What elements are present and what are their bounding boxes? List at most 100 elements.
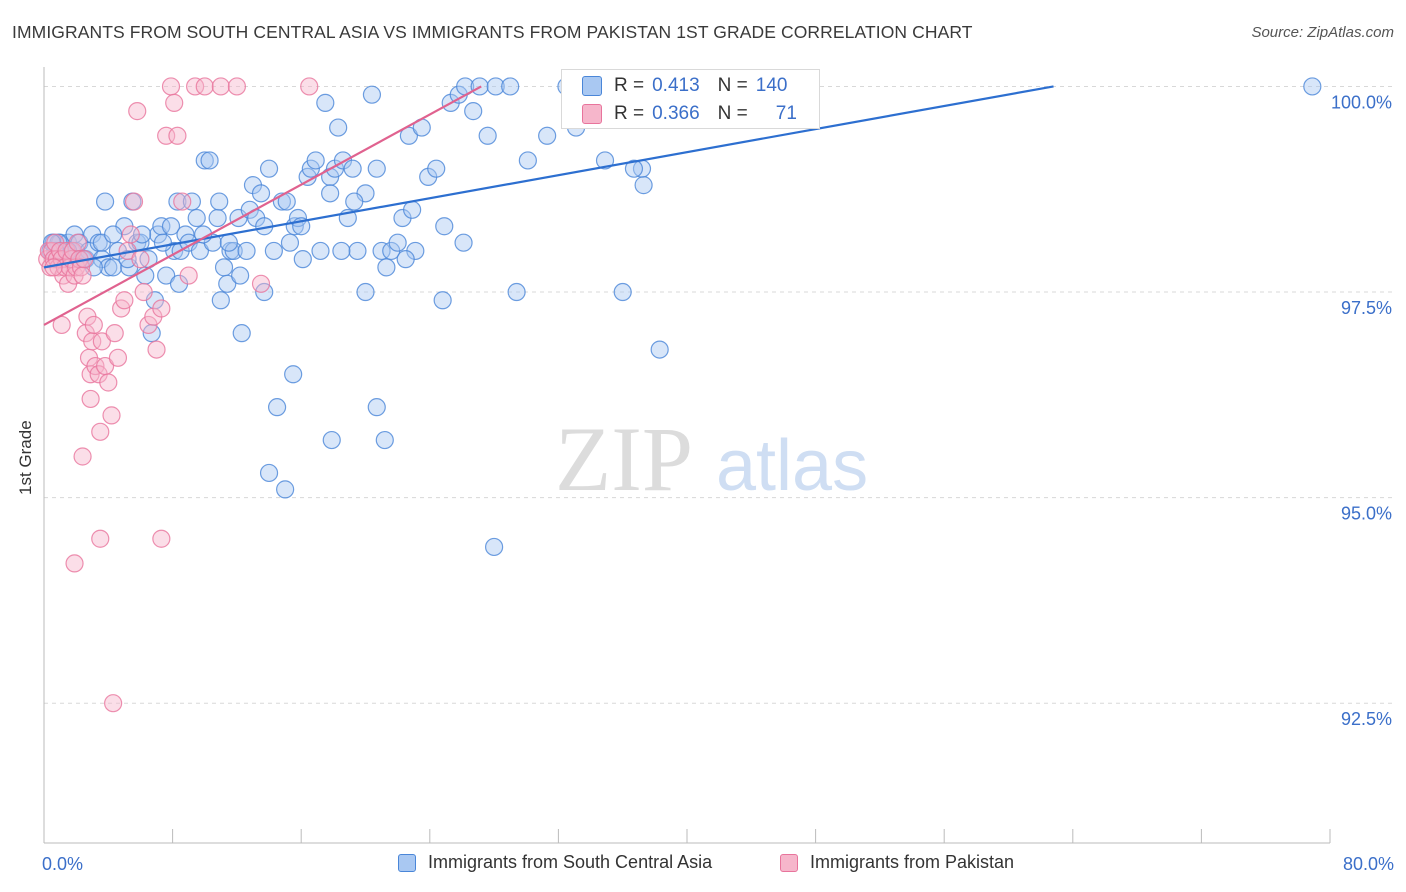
point-south-central-asia — [399, 126, 419, 145]
point-south-central-asia — [211, 291, 230, 310]
chart-title: IMMIGRANTS FROM SOUTH CENTRAL ASIA VS IM… — [12, 22, 973, 42]
point-south-central-asia — [501, 77, 520, 96]
point-south-central-asia — [237, 241, 256, 261]
point-south-central-asia — [280, 233, 300, 252]
point-south-central-asia — [195, 151, 214, 170]
point-pakistan — [121, 225, 140, 244]
stats-legend: R = 0.413 N = 140 R = 0.366 N = 71 — [561, 69, 820, 129]
trendline-pakistan — [43, 85, 482, 326]
legend-item-pakistan[interactable]: Immigrants from Pakistan — [780, 852, 1014, 873]
point-pakistan — [104, 694, 123, 713]
point-pakistan — [128, 102, 147, 121]
point-south-central-asia — [104, 258, 123, 277]
point-pakistan — [168, 126, 187, 145]
point-south-central-asia — [396, 250, 415, 269]
point-south-central-asia — [316, 93, 335, 112]
point-pakistan — [91, 529, 110, 548]
point-pakistan — [186, 77, 205, 96]
x-tick-label: 80.0% — [1343, 854, 1394, 874]
point-pakistan — [81, 389, 100, 409]
x-axis: 0.0% 80.0% — [42, 67, 1394, 874]
point-south-central-asia — [210, 192, 229, 211]
point-pakistan — [152, 529, 171, 548]
point-south-central-asia — [595, 151, 615, 170]
point-south-central-asia — [284, 365, 303, 384]
stat-row-pink: R = 0.366 N = 71 — [582, 101, 797, 127]
stat-swatch-blue — [582, 76, 602, 96]
stat-r-label: R = — [614, 103, 645, 124]
point-south-central-asia — [388, 233, 407, 252]
point-south-central-asia — [231, 266, 250, 285]
point-pakistan — [152, 299, 171, 318]
y-tick-label: 100.0% — [1331, 92, 1392, 112]
point-south-central-asia — [435, 217, 454, 236]
y-tick-label: 95.0% — [1341, 504, 1392, 524]
source-label: Source: ZipAtlas.com — [1251, 24, 1394, 41]
stat-r-value: 0.413 — [652, 75, 700, 96]
point-south-central-asia — [1303, 77, 1322, 96]
point-south-central-asia — [208, 208, 227, 228]
point-south-central-asia — [538, 126, 557, 145]
point-south-central-asia — [251, 184, 271, 203]
point-south-central-asia — [356, 282, 375, 302]
point-pakistan — [73, 447, 92, 466]
point-south-central-asia — [613, 282, 632, 302]
legend-swatch-blue — [398, 853, 416, 872]
point-pakistan — [105, 324, 124, 343]
watermark-atlas: atlas — [716, 426, 868, 506]
point-pakistan — [124, 192, 144, 211]
legend-label: Immigrants from Pakistan — [810, 852, 1015, 872]
point-south-central-asia — [518, 151, 537, 170]
point-south-central-asia — [168, 192, 187, 211]
point-pakistan — [73, 266, 92, 285]
stat-r-value: 0.366 — [652, 103, 700, 124]
point-south-central-asia — [329, 118, 348, 137]
point-south-central-asia — [267, 398, 287, 417]
point-pakistan — [92, 332, 111, 351]
point-pakistan — [115, 291, 134, 310]
legend-swatch-pink — [780, 853, 798, 872]
legend-item-south-central-asia[interactable]: Immigrants from South Central Asia — [398, 852, 712, 873]
point-south-central-asia — [161, 217, 181, 236]
point-south-central-asia — [259, 159, 279, 178]
point-south-central-asia — [264, 241, 283, 261]
point-south-central-asia — [200, 151, 219, 170]
point-south-central-asia — [219, 233, 238, 252]
point-south-central-asia — [650, 340, 669, 359]
point-south-central-asia — [362, 85, 382, 104]
point-pakistan — [211, 77, 230, 96]
point-south-central-asia — [348, 241, 367, 261]
series-pakistan — [38, 77, 319, 713]
point-south-central-asia — [377, 258, 396, 277]
point-pakistan — [161, 77, 181, 96]
point-south-central-asia — [343, 159, 362, 178]
gridlines — [44, 85, 1392, 704]
point-south-central-asia — [367, 398, 386, 417]
point-south-central-asia — [332, 241, 351, 261]
point-south-central-asia — [433, 291, 452, 310]
point-pakistan — [179, 266, 198, 285]
point-south-central-asia — [157, 266, 176, 285]
point-pakistan — [165, 93, 184, 112]
bottom-legend: Immigrants from South Central Asia Immig… — [0, 852, 1406, 878]
stat-r-label: R = — [614, 75, 645, 96]
point-south-central-asia — [293, 250, 312, 269]
trendlines — [43, 85, 1054, 326]
point-south-central-asia — [454, 233, 473, 252]
point-south-central-asia — [478, 126, 497, 145]
point-pakistan — [251, 274, 271, 293]
point-south-central-asia — [218, 274, 237, 293]
stat-n-label: N = — [717, 103, 748, 124]
point-south-central-asia — [345, 192, 364, 211]
y-tick-label: 97.5% — [1341, 298, 1392, 318]
point-south-central-asia — [104, 225, 123, 244]
point-south-central-asia — [95, 192, 115, 211]
point-south-central-asia — [634, 176, 653, 195]
point-south-central-asia — [276, 480, 295, 499]
point-south-central-asia — [486, 77, 505, 96]
y-axis-label: 1st Grade — [16, 420, 35, 495]
watermark: ZIP atlas — [555, 408, 868, 510]
point-south-central-asia — [624, 159, 644, 178]
x-tick-label: 0.0% — [42, 854, 83, 874]
